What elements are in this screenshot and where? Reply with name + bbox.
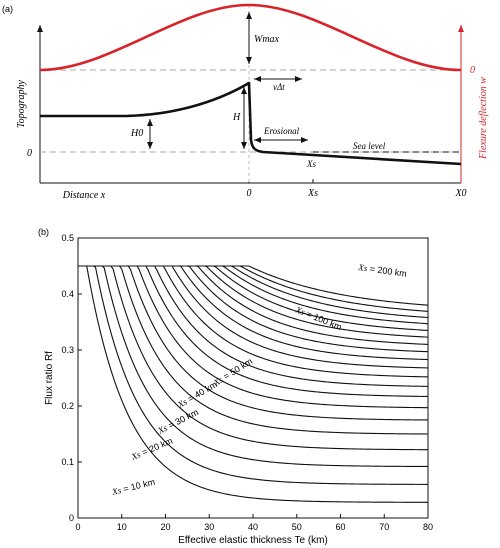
axis-ticks: 0 10 20 30 40 50 60 70 80 0 0.1 0.2 0.3 0.4 0.5 xyxy=(61,233,433,532)
annotation-value: = 100 km xyxy=(303,308,344,332)
annotation-label: Xs = 40 km xyxy=(175,379,219,410)
tick-x0-label: X0 xyxy=(454,188,466,199)
y-tick-label: 0.3 xyxy=(61,345,74,355)
zero-left-label: 0 xyxy=(27,148,32,159)
x-tick-label: 60 xyxy=(335,522,345,532)
tick-xs-label: Xs xyxy=(307,188,318,199)
x-tick-label: 30 xyxy=(204,522,214,532)
annotation-value: = 20 km xyxy=(138,436,174,459)
panel-b: (b) 0 10 20 30 40 50 60 70 80 0 0.1 0.2 0.3 0.4 0.5 Xs… xyxy=(38,227,433,546)
plot-frame xyxy=(77,237,429,519)
vdt-label: vΔt xyxy=(273,82,285,92)
panel-a: (a) Wmax vΔt H0 H xyxy=(2,3,489,201)
x-tick-label: 0 xyxy=(75,522,80,532)
curve-xs-60 xyxy=(78,265,429,421)
annotation-label: Xs = 200 km xyxy=(357,262,408,279)
x-tick-label: 70 xyxy=(379,522,389,532)
zero-right-label: 0 xyxy=(470,65,475,76)
annotation-xs: Xs xyxy=(155,423,169,437)
curves xyxy=(78,265,429,503)
annotation-label: Xs = 30 km xyxy=(155,407,199,436)
topography-axis-label: Topography xyxy=(16,79,27,128)
annotation-label: Xs = 10 km xyxy=(110,477,156,498)
erosional-label: Erosional xyxy=(263,126,300,136)
curve-xs-70 xyxy=(78,265,429,409)
y-tick-label: 0.2 xyxy=(61,401,74,411)
h0-label: H0 xyxy=(130,128,143,139)
curve-xs-110 xyxy=(78,265,429,369)
sea-level-label: Sea level xyxy=(353,141,386,151)
flexure-axis-label: Flexure deflection w xyxy=(478,77,489,160)
tick-0-label: 0 xyxy=(247,188,252,199)
y-tick-label: 0.4 xyxy=(61,289,74,299)
annotation-label: Xs = 100 km xyxy=(293,304,343,332)
annotation-xs: Xs xyxy=(110,485,123,497)
curve-xs-30 xyxy=(78,265,429,468)
panel-a-label: (a) xyxy=(2,4,13,14)
curve-xs-50 xyxy=(78,265,429,435)
panel-b-label: (b) xyxy=(38,227,49,237)
curve-xs-140 xyxy=(78,265,429,345)
y-tick-label: 0 xyxy=(69,513,74,523)
flux-axis-label: Flux ratio Rf xyxy=(44,351,55,405)
x-tick-label: 80 xyxy=(423,522,433,532)
h-label: H xyxy=(232,112,241,123)
curve-xs-200 xyxy=(78,265,429,306)
annotation-xs: Xs xyxy=(357,262,369,273)
curve-xs-10 xyxy=(78,265,428,503)
topography-curve xyxy=(40,81,462,166)
flexure-curve xyxy=(39,3,462,72)
x-tick-label: 10 xyxy=(117,522,127,532)
annotation-xs: Xs xyxy=(293,304,306,317)
y-tick-label: 0.5 xyxy=(61,233,74,243)
xs-curve-label: Xs xyxy=(306,159,316,169)
x-tick-label: 20 xyxy=(160,522,170,532)
curve-xs-170 xyxy=(78,265,429,325)
wmax-label: Wmax xyxy=(254,34,280,45)
annotation-value: = 200 km xyxy=(367,263,408,278)
annotation-value: = 10 km xyxy=(120,477,156,495)
annotation-label: Xs = 50 km xyxy=(211,356,254,388)
curve-xs-40 xyxy=(78,265,429,451)
te-axis-label: Effective elastic thickness Te (km) xyxy=(178,535,328,546)
distance-axis-label: Distance x xyxy=(62,190,106,201)
annotation-label: Xs = 20 km xyxy=(129,436,174,463)
x-tick-label: 40 xyxy=(248,522,258,532)
x-tick-label: 50 xyxy=(292,522,302,532)
y-tick-label: 0.1 xyxy=(61,457,74,467)
curve-xs-20 xyxy=(78,265,428,485)
annotation-xs: Xs xyxy=(129,449,143,462)
